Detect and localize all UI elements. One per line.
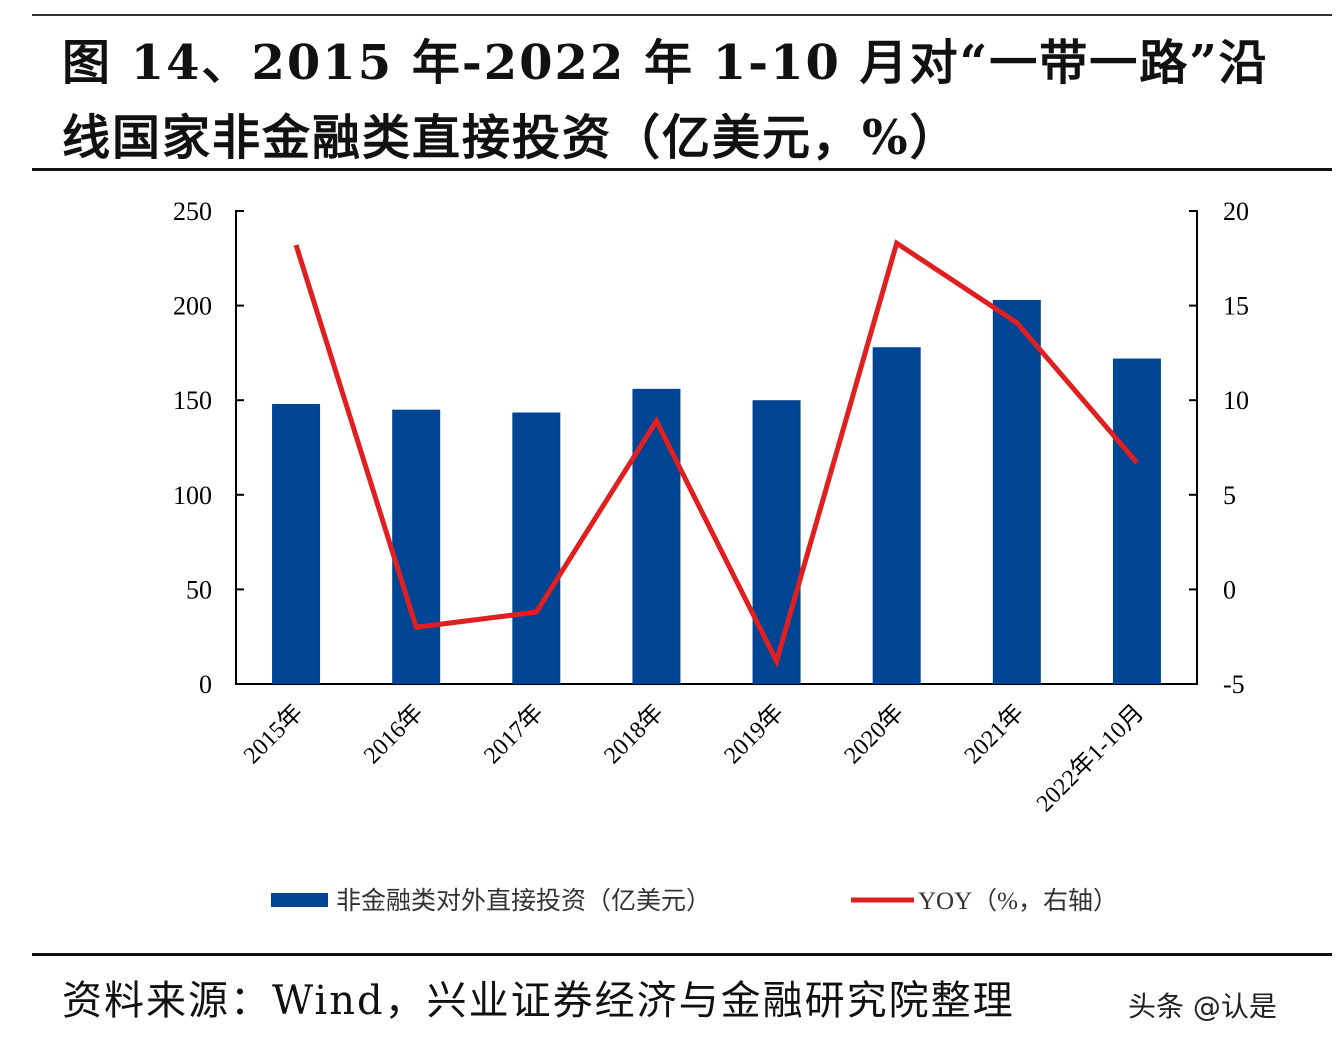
bar	[392, 409, 441, 684]
bar	[992, 299, 1041, 684]
left-tick-label: 100	[173, 481, 212, 510]
left-tick-label: 0	[199, 670, 212, 699]
left-tick-label: 50	[186, 575, 212, 604]
bar	[1112, 358, 1161, 684]
legend-bar-label: 非金融类对外直接投资（亿美元）	[336, 887, 711, 915]
right-tick-label: 0	[1223, 575, 1236, 604]
bar	[632, 388, 681, 684]
watermark: 头条 @认是	[1128, 990, 1277, 1023]
left-tick-label: 150	[173, 386, 212, 415]
right-tick-label: 20	[1223, 197, 1249, 226]
source-rule	[32, 953, 1332, 956]
left-tick-label: 250	[173, 197, 212, 226]
x-tick-label: 2018年	[599, 699, 669, 769]
right-tick-label: 5	[1223, 481, 1236, 510]
source-note: 资料来源：Wind，兴业证券经济与金融研究院整理	[62, 978, 1015, 1024]
chart-title: 图 14、2015 年-2022 年 1-10 月对“一带一路”沿线国家非金融类…	[62, 35, 1269, 166]
right-tick-label: -5	[1223, 670, 1245, 699]
top-border	[32, 14, 1332, 16]
x-tick-label: 2019年	[719, 699, 789, 769]
right-tick-label: 15	[1223, 292, 1249, 321]
bar	[272, 403, 321, 684]
x-tick-label: 2021年	[959, 699, 1029, 769]
left-tick-label: 200	[173, 292, 212, 321]
legend-line-label: YOY（%，右轴）	[918, 887, 1118, 915]
x-tick-label: 2016年	[358, 699, 428, 769]
legend-bar-swatch	[271, 893, 328, 907]
right-tick-label: 10	[1223, 386, 1249, 415]
yoy-line	[293, 239, 1139, 669]
x-tick-label: 2020年	[839, 699, 909, 769]
x-tick-label: 2017年	[479, 699, 549, 769]
x-tick-label: 2015年	[238, 699, 308, 769]
bar	[512, 412, 561, 684]
x-tick-label: 2022年1-10月	[1031, 699, 1149, 817]
bar	[752, 400, 801, 684]
title-rule	[32, 168, 1332, 171]
bar	[872, 347, 921, 684]
